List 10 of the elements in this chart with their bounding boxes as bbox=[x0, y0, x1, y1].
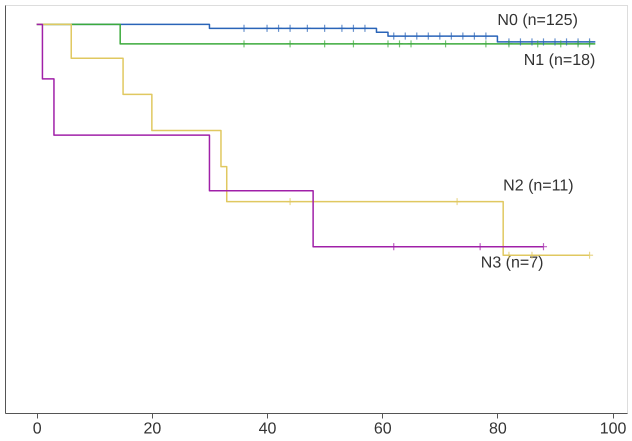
x-tick-label: 20 bbox=[143, 420, 162, 438]
x-tick-label: 60 bbox=[374, 420, 392, 438]
x-tick-label: 80 bbox=[489, 420, 507, 438]
x-tick-label: 100 bbox=[600, 420, 627, 438]
series-label: N3 (n=7) bbox=[480, 254, 544, 272]
x-tick-label: 0 bbox=[32, 420, 42, 438]
series-label: N1 (n=18) bbox=[524, 52, 596, 69]
x-tick-label: 40 bbox=[258, 420, 277, 438]
series-label: N2 (n=11) bbox=[503, 178, 574, 195]
series-label: N0 (n=125) bbox=[497, 12, 578, 30]
